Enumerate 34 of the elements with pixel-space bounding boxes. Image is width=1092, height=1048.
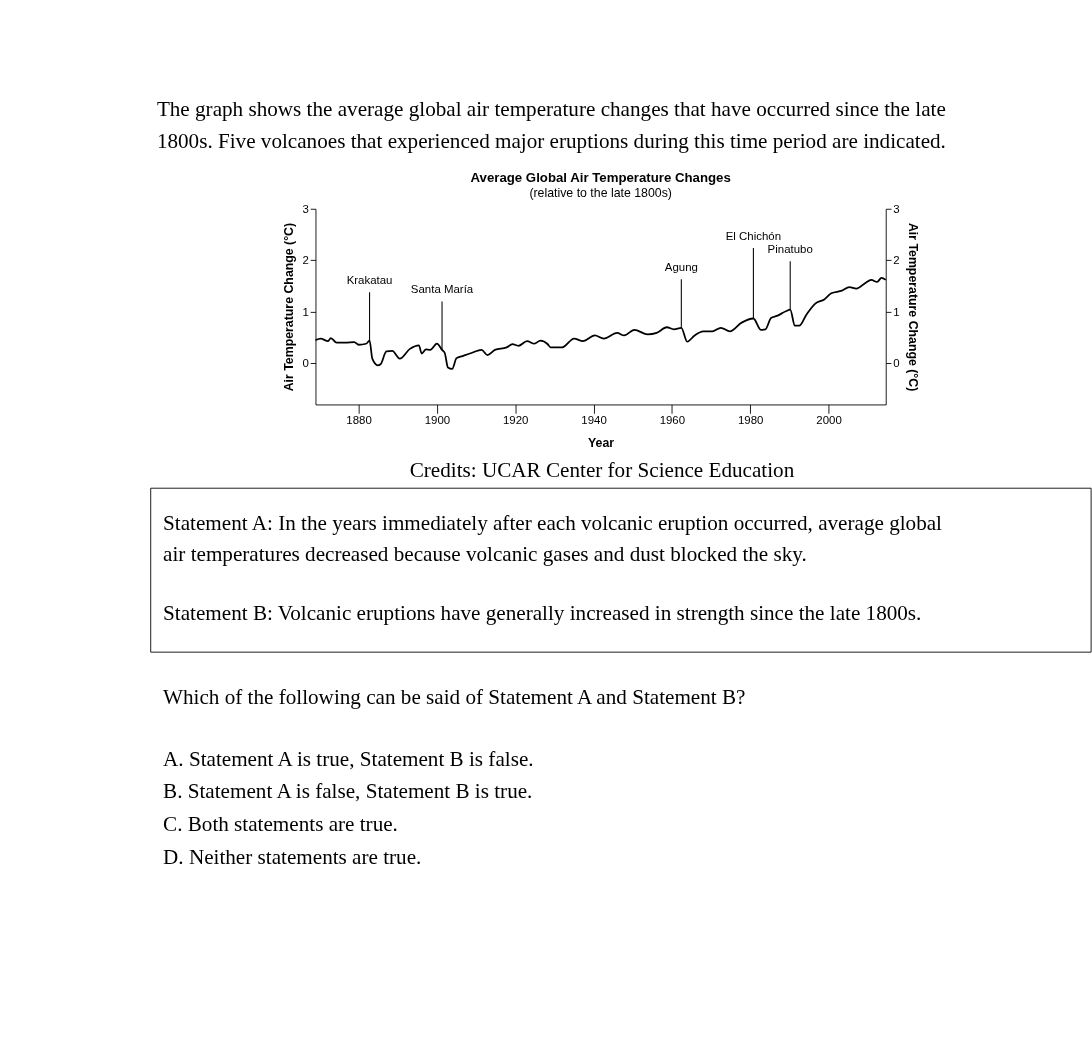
y-tick-label: 0 xyxy=(302,357,309,370)
x-axis-title: Year xyxy=(588,436,615,451)
y-tick-label: 1 xyxy=(302,305,309,318)
annotation: Santa María xyxy=(410,283,474,296)
text: Credits: UCAR Center for Science Education xyxy=(409,457,795,482)
text: The graph shows the average global air temperature changes that have occurred since the late 1800s. Five volcanoes that experienced major eruptions during this time period are indicated. xyxy=(156,97,946,154)
x-tick-label: 1960 xyxy=(659,414,686,427)
x-tick-label: 1920 xyxy=(502,414,529,427)
annotation: Krakatau xyxy=(346,274,393,287)
y-tick-label: 3 xyxy=(302,202,309,215)
y2-axis-title: Air Temperature Change (°C) xyxy=(906,222,921,392)
x-tick-label: 1880 xyxy=(346,414,372,427)
x-tick-label: 1940 xyxy=(581,414,607,427)
text: B. Statement A is false, Statement B is true. xyxy=(163,779,533,804)
x-tick-label: 1980 xyxy=(737,414,764,427)
text: Which of the following can be said of Statement A and Statement B? xyxy=(163,685,746,710)
text: D. Neither statements are true. xyxy=(163,844,422,869)
y-axis-title: Air Temperature Change (°C) xyxy=(281,222,296,392)
annotation: Agung xyxy=(664,261,698,274)
text: C. Both statements are true. xyxy=(163,812,398,837)
x-tick-label: 2000 xyxy=(816,414,842,427)
chart-subtitle: (relative to the late 1800s) xyxy=(529,186,672,201)
annotation: El Chichón xyxy=(725,230,782,243)
y2-tick-label: 3 xyxy=(893,202,900,215)
x-tick-label: 1900 xyxy=(424,414,451,427)
y2-tick-label: 1 xyxy=(893,305,900,318)
annotation: Pinatubo xyxy=(767,243,813,256)
y2-tick-label: 2 xyxy=(893,254,900,267)
text: Statement A: In the years immediately after each volcanic eruption occurred, average global air temperatures decreased because volcanic gases and dust blocked the sky. xyxy=(163,510,943,567)
y2-tick-label: 0 xyxy=(893,357,900,370)
y-tick-label: 2 xyxy=(302,254,309,267)
text: Statement B: Volcanic eruptions have generally increased in strength since the late 1800s. xyxy=(163,600,922,625)
chart-title: Average Global Air Temperature Changes xyxy=(470,170,731,186)
text: A. Statement A is true, Statement B is false. xyxy=(163,746,534,771)
